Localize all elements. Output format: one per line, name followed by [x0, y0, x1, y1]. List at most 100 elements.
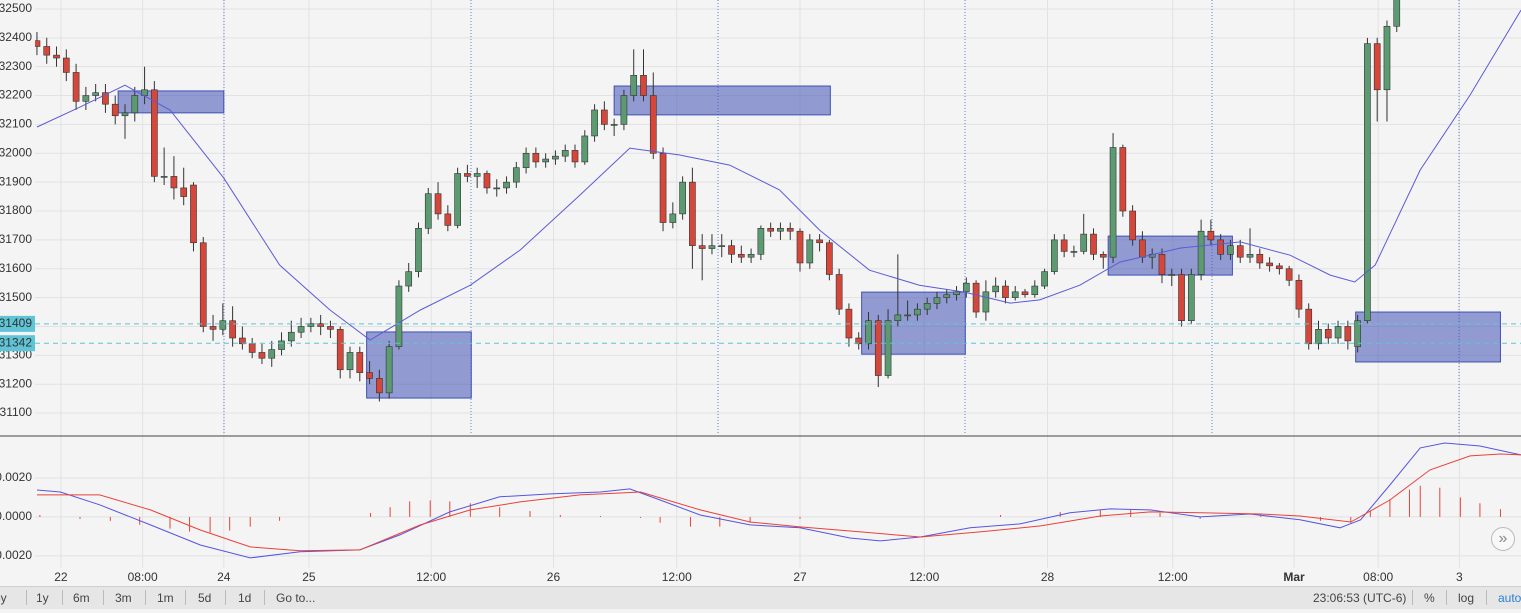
goto-button[interactable]: Go to... — [276, 591, 316, 605]
y-tick-label: 0.0020 — [0, 470, 32, 484]
candle-body — [982, 291, 990, 313]
candle-body — [297, 326, 305, 333]
candle-body — [522, 152, 530, 169]
y-tick-label: 31200 — [0, 376, 32, 390]
y-tick-label: 32200 — [0, 88, 32, 102]
candle-body — [904, 314, 911, 317]
candle-body — [229, 320, 236, 339]
y-tick-label: 32500 — [0, 1, 32, 15]
candle-body — [679, 181, 686, 215]
candle-body — [454, 173, 461, 226]
candle-body — [1217, 239, 1225, 255]
candle-body — [737, 254, 745, 258]
candle-body — [473, 173, 481, 177]
candle-body — [708, 245, 716, 249]
x-tick-label: 12:00 — [1158, 570, 1188, 584]
candle-body — [512, 167, 520, 183]
moving-average — [36, 9, 1521, 341]
candle-body — [561, 150, 569, 157]
candle-body — [1139, 239, 1146, 258]
price-label-bg — [0, 335, 35, 352]
candle-body — [366, 372, 373, 379]
x-tick-label: 12:00 — [416, 570, 446, 584]
candle-body — [483, 173, 491, 189]
candle-body — [591, 109, 598, 137]
candle-body — [239, 337, 246, 345]
x-tick-label: 22 — [54, 570, 68, 584]
x-tick-label: 24 — [217, 570, 231, 584]
candle-body — [884, 320, 892, 376]
candle-body — [542, 158, 549, 163]
candle-body — [1295, 279, 1303, 310]
candle-body — [1393, 0, 1401, 27]
candle-body — [43, 46, 51, 56]
y-tick-label: -0.0020 — [0, 548, 32, 562]
candle-body — [190, 184, 197, 244]
candle-body — [317, 323, 324, 327]
candle-body — [972, 282, 980, 313]
candle-body — [1168, 274, 1176, 276]
log-toggle[interactable]: log — [1458, 591, 1475, 605]
main-grid — [35, 0, 1521, 568]
candle-body — [728, 245, 735, 255]
candle-body — [1285, 268, 1293, 281]
y-tick-label: 32400 — [0, 30, 32, 44]
range-button[interactable]: 1d — [238, 591, 252, 605]
range-button[interactable]: 1m — [157, 591, 174, 605]
candle-body — [630, 75, 638, 96]
x-tick-label: 08:00 — [128, 570, 158, 584]
y-tick-label: 31700 — [0, 232, 32, 246]
candle-body — [356, 352, 364, 373]
toolbar: 5y 1y 6m 3m 1m 5d 1d Go to... 23:06:53 (… — [0, 586, 1521, 609]
auto-toggle[interactable]: auto — [1498, 591, 1521, 605]
candle-body — [405, 271, 413, 287]
range-button[interactable]: 5y — [0, 591, 7, 605]
price-label-bg — [0, 315, 35, 332]
candle-body — [757, 228, 765, 255]
candle-body — [268, 349, 276, 359]
candle-body — [894, 314, 902, 321]
candle-body — [747, 254, 755, 258]
candle-body — [92, 92, 99, 96]
candle-body — [835, 274, 843, 310]
candle-body — [1315, 329, 1322, 345]
candle-body — [434, 193, 442, 215]
candle-body — [962, 282, 970, 293]
candle-body — [953, 291, 960, 296]
indicator-plot — [36, 442, 1521, 559]
candle-body — [151, 89, 158, 177]
y-tick-label: 32300 — [0, 59, 32, 73]
candle-body — [1197, 230, 1205, 275]
candle-body — [111, 103, 119, 117]
candle-body — [258, 352, 266, 359]
indicator-line — [36, 442, 1521, 559]
candle-body — [914, 308, 921, 316]
scroll-forward-button[interactable]: » — [1491, 527, 1515, 551]
range-button[interactable]: 5d — [198, 591, 212, 605]
y-tick-label: 31800 — [0, 203, 32, 217]
x-tick-label: 25 — [302, 570, 316, 584]
candle-body — [1080, 233, 1088, 252]
x-tick-label: 12:00 — [662, 570, 692, 584]
candle-body — [1305, 308, 1313, 345]
candle-body — [933, 297, 941, 304]
y-tick-label: 0.0000 — [0, 509, 32, 523]
candle-body — [1383, 25, 1391, 91]
candle-body — [72, 72, 80, 102]
candle-body — [610, 124, 618, 126]
y-tick-label: 31900 — [0, 174, 32, 188]
candle-body — [865, 320, 872, 345]
range-button[interactable]: 1y — [36, 591, 49, 605]
range-button[interactable]: 6m — [73, 591, 90, 605]
candle-body — [1041, 271, 1048, 287]
candle-body — [199, 242, 207, 327]
candle-body — [796, 230, 804, 264]
candle-body — [53, 54, 60, 59]
candle-body — [1060, 239, 1068, 252]
range-button[interactable]: 3m — [115, 591, 132, 605]
percent-toggle[interactable]: % — [1424, 591, 1435, 605]
candle-body — [464, 173, 471, 177]
candle-body — [35, 40, 41, 47]
x-tick-label: 26 — [547, 570, 561, 584]
